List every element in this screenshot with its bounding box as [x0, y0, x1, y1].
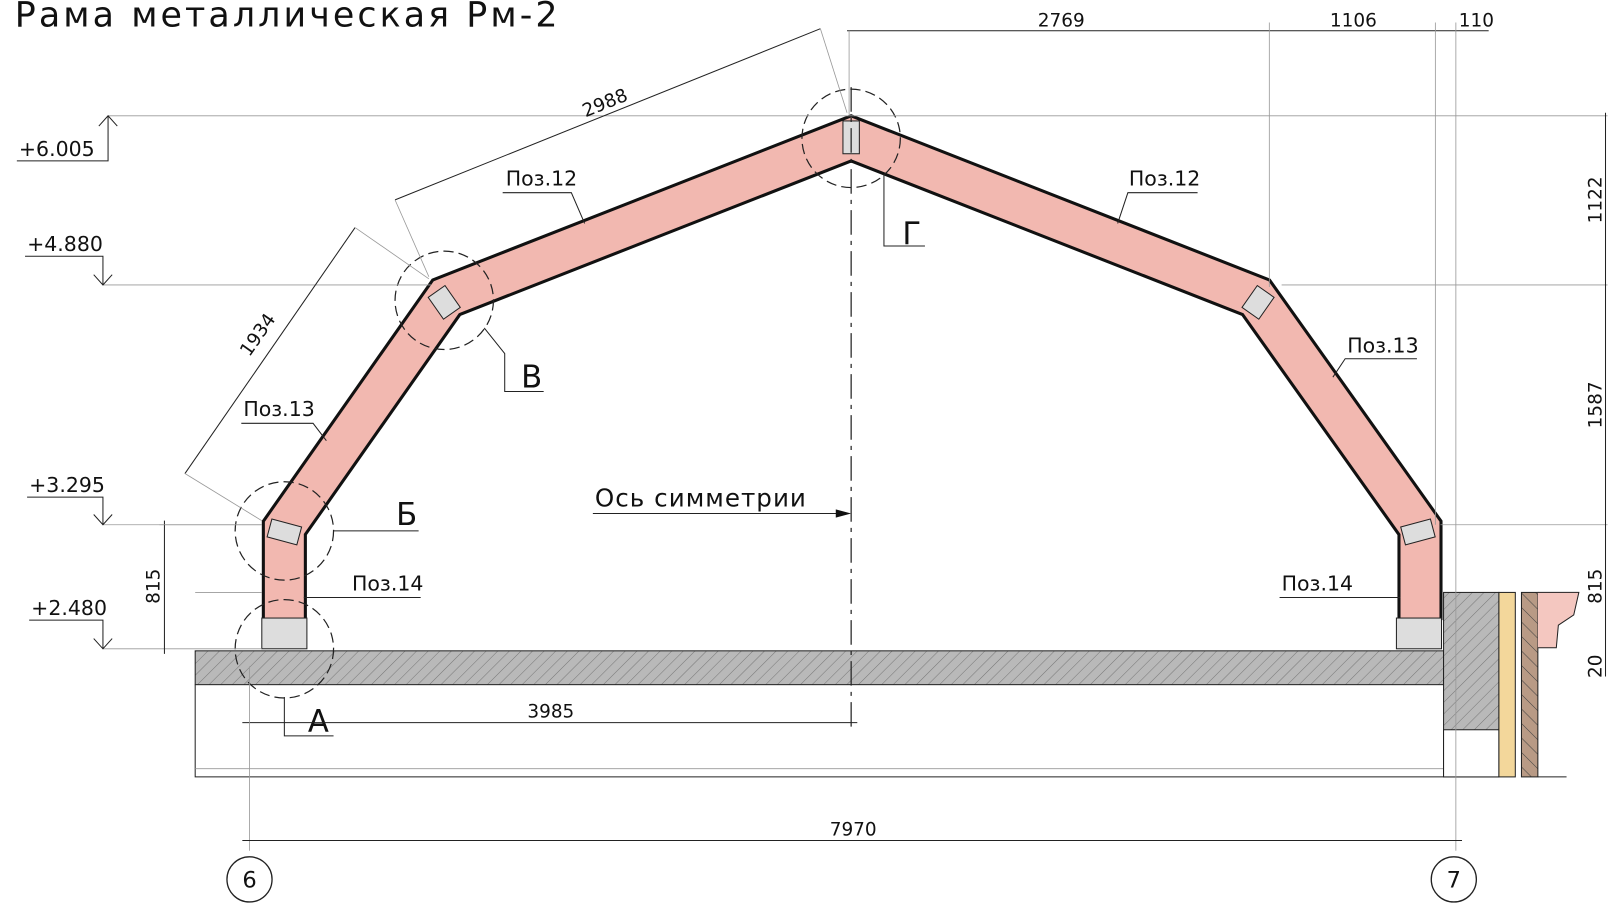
position-label: Поз.12 — [1129, 167, 1200, 191]
dim-label: 1587 — [1585, 381, 1606, 428]
brick — [1520, 591, 1539, 778]
wall-opening — [1443, 729, 1500, 778]
node-label: Г — [902, 216, 921, 252]
dim-line — [394, 28, 821, 201]
connector — [1241, 284, 1275, 320]
dimensions: 2769 1106 110 2988 1934 3985 7970 1122 1… — [143, 11, 1606, 851]
arrow — [835, 509, 852, 518]
dim-label: 110 — [1459, 11, 1494, 32]
dim-label: 815 — [1585, 569, 1606, 604]
axis-circle — [226, 856, 273, 903]
leader — [283, 696, 334, 737]
level-mark — [29, 619, 104, 649]
level-label: +2.480 — [31, 596, 107, 620]
level-mark — [93, 514, 113, 526]
leader — [483, 327, 544, 393]
level-mark — [93, 638, 113, 650]
node-circle — [394, 250, 495, 351]
dim-label: 7970 — [830, 819, 877, 840]
ext-line — [394, 199, 430, 277]
level-mark — [93, 274, 113, 286]
node-label: В — [521, 359, 542, 395]
leader — [1332, 358, 1417, 378]
symmetry-label: Ось симметрии — [595, 483, 807, 512]
title: Рама металлическая Рм-2 — [15, 0, 561, 36]
base-plate — [261, 617, 308, 650]
dim-label: 815 — [143, 569, 164, 604]
position-label: Поз.14 — [1282, 571, 1353, 595]
connector — [266, 518, 303, 546]
ext-line — [354, 227, 430, 280]
connector — [427, 284, 461, 320]
level-mark — [27, 496, 104, 525]
dim-label: 1122 — [1585, 176, 1606, 223]
ext-line — [184, 473, 263, 522]
slab — [194, 591, 1580, 778]
cornice — [1537, 591, 1580, 649]
axis-circle — [1430, 856, 1478, 903]
leader — [502, 192, 586, 224]
position-label: Поз.14 — [352, 571, 423, 595]
axis-label: 6 — [242, 868, 256, 894]
axis-label: 7 — [1447, 868, 1461, 894]
position-label: Поз.13 — [1347, 334, 1418, 358]
dim-label: 3985 — [527, 701, 574, 722]
leader — [883, 174, 925, 247]
frame-outline — [261, 114, 1443, 621]
position-label: Поз.13 — [243, 397, 314, 421]
node-callouts: А Б В Г — [234, 88, 925, 740]
connector — [1400, 518, 1436, 546]
levels: +6.005 +4.880 +3.295 +2.480 — [16, 115, 1608, 650]
dim-label: 1934 — [236, 310, 280, 360]
position-label: Поз.12 — [506, 167, 577, 191]
dim-label: 2988 — [579, 85, 630, 122]
dim-label: 2769 — [1038, 11, 1085, 32]
frame-body — [264, 117, 1440, 621]
level-label: +4.880 — [27, 232, 103, 256]
node-label: Б — [396, 497, 417, 533]
level-mark — [98, 115, 118, 127]
dim-line — [184, 227, 356, 474]
leader — [1117, 192, 1198, 224]
base-plate — [1395, 617, 1443, 650]
symmetry: Ось симметрии — [592, 87, 852, 730]
level-mark — [25, 255, 104, 285]
slab-body — [194, 650, 1445, 686]
leader — [241, 422, 327, 442]
grid-axes: 6 7 — [226, 856, 1478, 903]
level-mark — [16, 115, 109, 162]
insulation — [1498, 591, 1516, 778]
dim-label: 1106 — [1330, 11, 1377, 32]
level-label: +3.295 — [29, 473, 105, 497]
dim-label: 20 — [1585, 654, 1606, 677]
positions: Поз.12 Поз.12 Поз.13 Поз.13 Поз.14 Поз.1… — [241, 167, 1419, 599]
ext-line — [820, 28, 848, 113]
slab-outline — [194, 684, 1444, 778]
node-label: А — [308, 704, 329, 740]
level-label: +6.005 — [19, 137, 95, 161]
